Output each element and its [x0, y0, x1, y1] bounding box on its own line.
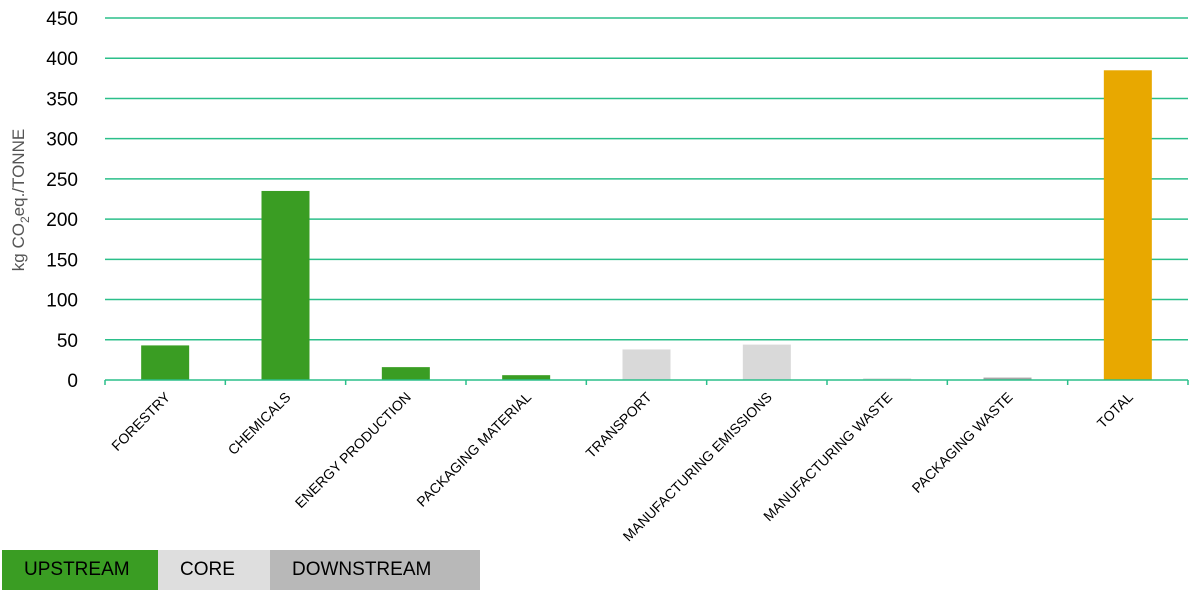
y-tick-label: 450 [46, 9, 78, 30]
x-axis [104, 379, 1189, 385]
legend-upstream-label: UPSTREAM [24, 559, 130, 580]
bar-packaging-material [502, 375, 551, 380]
legend: UPSTREAM CORE DOWNSTREAM [2, 550, 480, 590]
legend-downstream-label: DOWNSTREAM [292, 559, 432, 580]
bar-packaging-waste [983, 377, 1032, 380]
x-category-label: MANUFACTURING EMISSIONS [620, 389, 775, 544]
x-category-label: CHEMICALS [225, 389, 294, 458]
bar-chemicals [261, 190, 310, 380]
y-tick-label: 100 [46, 291, 78, 312]
y-tick-label: 350 [46, 89, 78, 110]
y-tick-label: 300 [46, 130, 78, 151]
bar-forestry [141, 345, 190, 380]
y-tick-label: 150 [46, 250, 78, 271]
bar-total [1103, 70, 1152, 381]
x-category-label: ENERGY PRODUCTION [292, 389, 414, 511]
bars [141, 70, 1152, 381]
x-category-label: PACKAGING MATERIAL [413, 389, 534, 510]
y-tick-label: 250 [46, 170, 78, 191]
y-tick-label: 200 [46, 210, 78, 231]
x-category-label: MANUFACTURING WASTE [760, 389, 895, 524]
legend-downstream: DOWNSTREAM [270, 550, 480, 590]
legend-core-label: CORE [180, 559, 235, 580]
bar-manufacturing-emissions [742, 344, 791, 380]
y-tick-label: 0 [67, 371, 78, 392]
legend-upstream: UPSTREAM [2, 550, 158, 590]
x-category-label: FORESTRY [108, 388, 174, 454]
y-tick-label: 400 [46, 49, 78, 70]
bar-transport [622, 349, 671, 380]
legend-core: CORE [158, 550, 270, 590]
bar-manufacturing-waste [863, 378, 912, 380]
bar-energy-production [381, 367, 430, 380]
x-category-label: TRANSPORT [582, 388, 655, 461]
y-tick-labels: 0 50 100 150 200 250 300 350 400 450 [46, 9, 78, 392]
x-category-label: TOTAL [1094, 389, 1136, 431]
y-axis-title: kg CO2eq./TONNE [9, 129, 32, 271]
x-category-label: PACKAGING WASTE [909, 389, 1016, 496]
y-tick-label: 50 [57, 331, 78, 352]
